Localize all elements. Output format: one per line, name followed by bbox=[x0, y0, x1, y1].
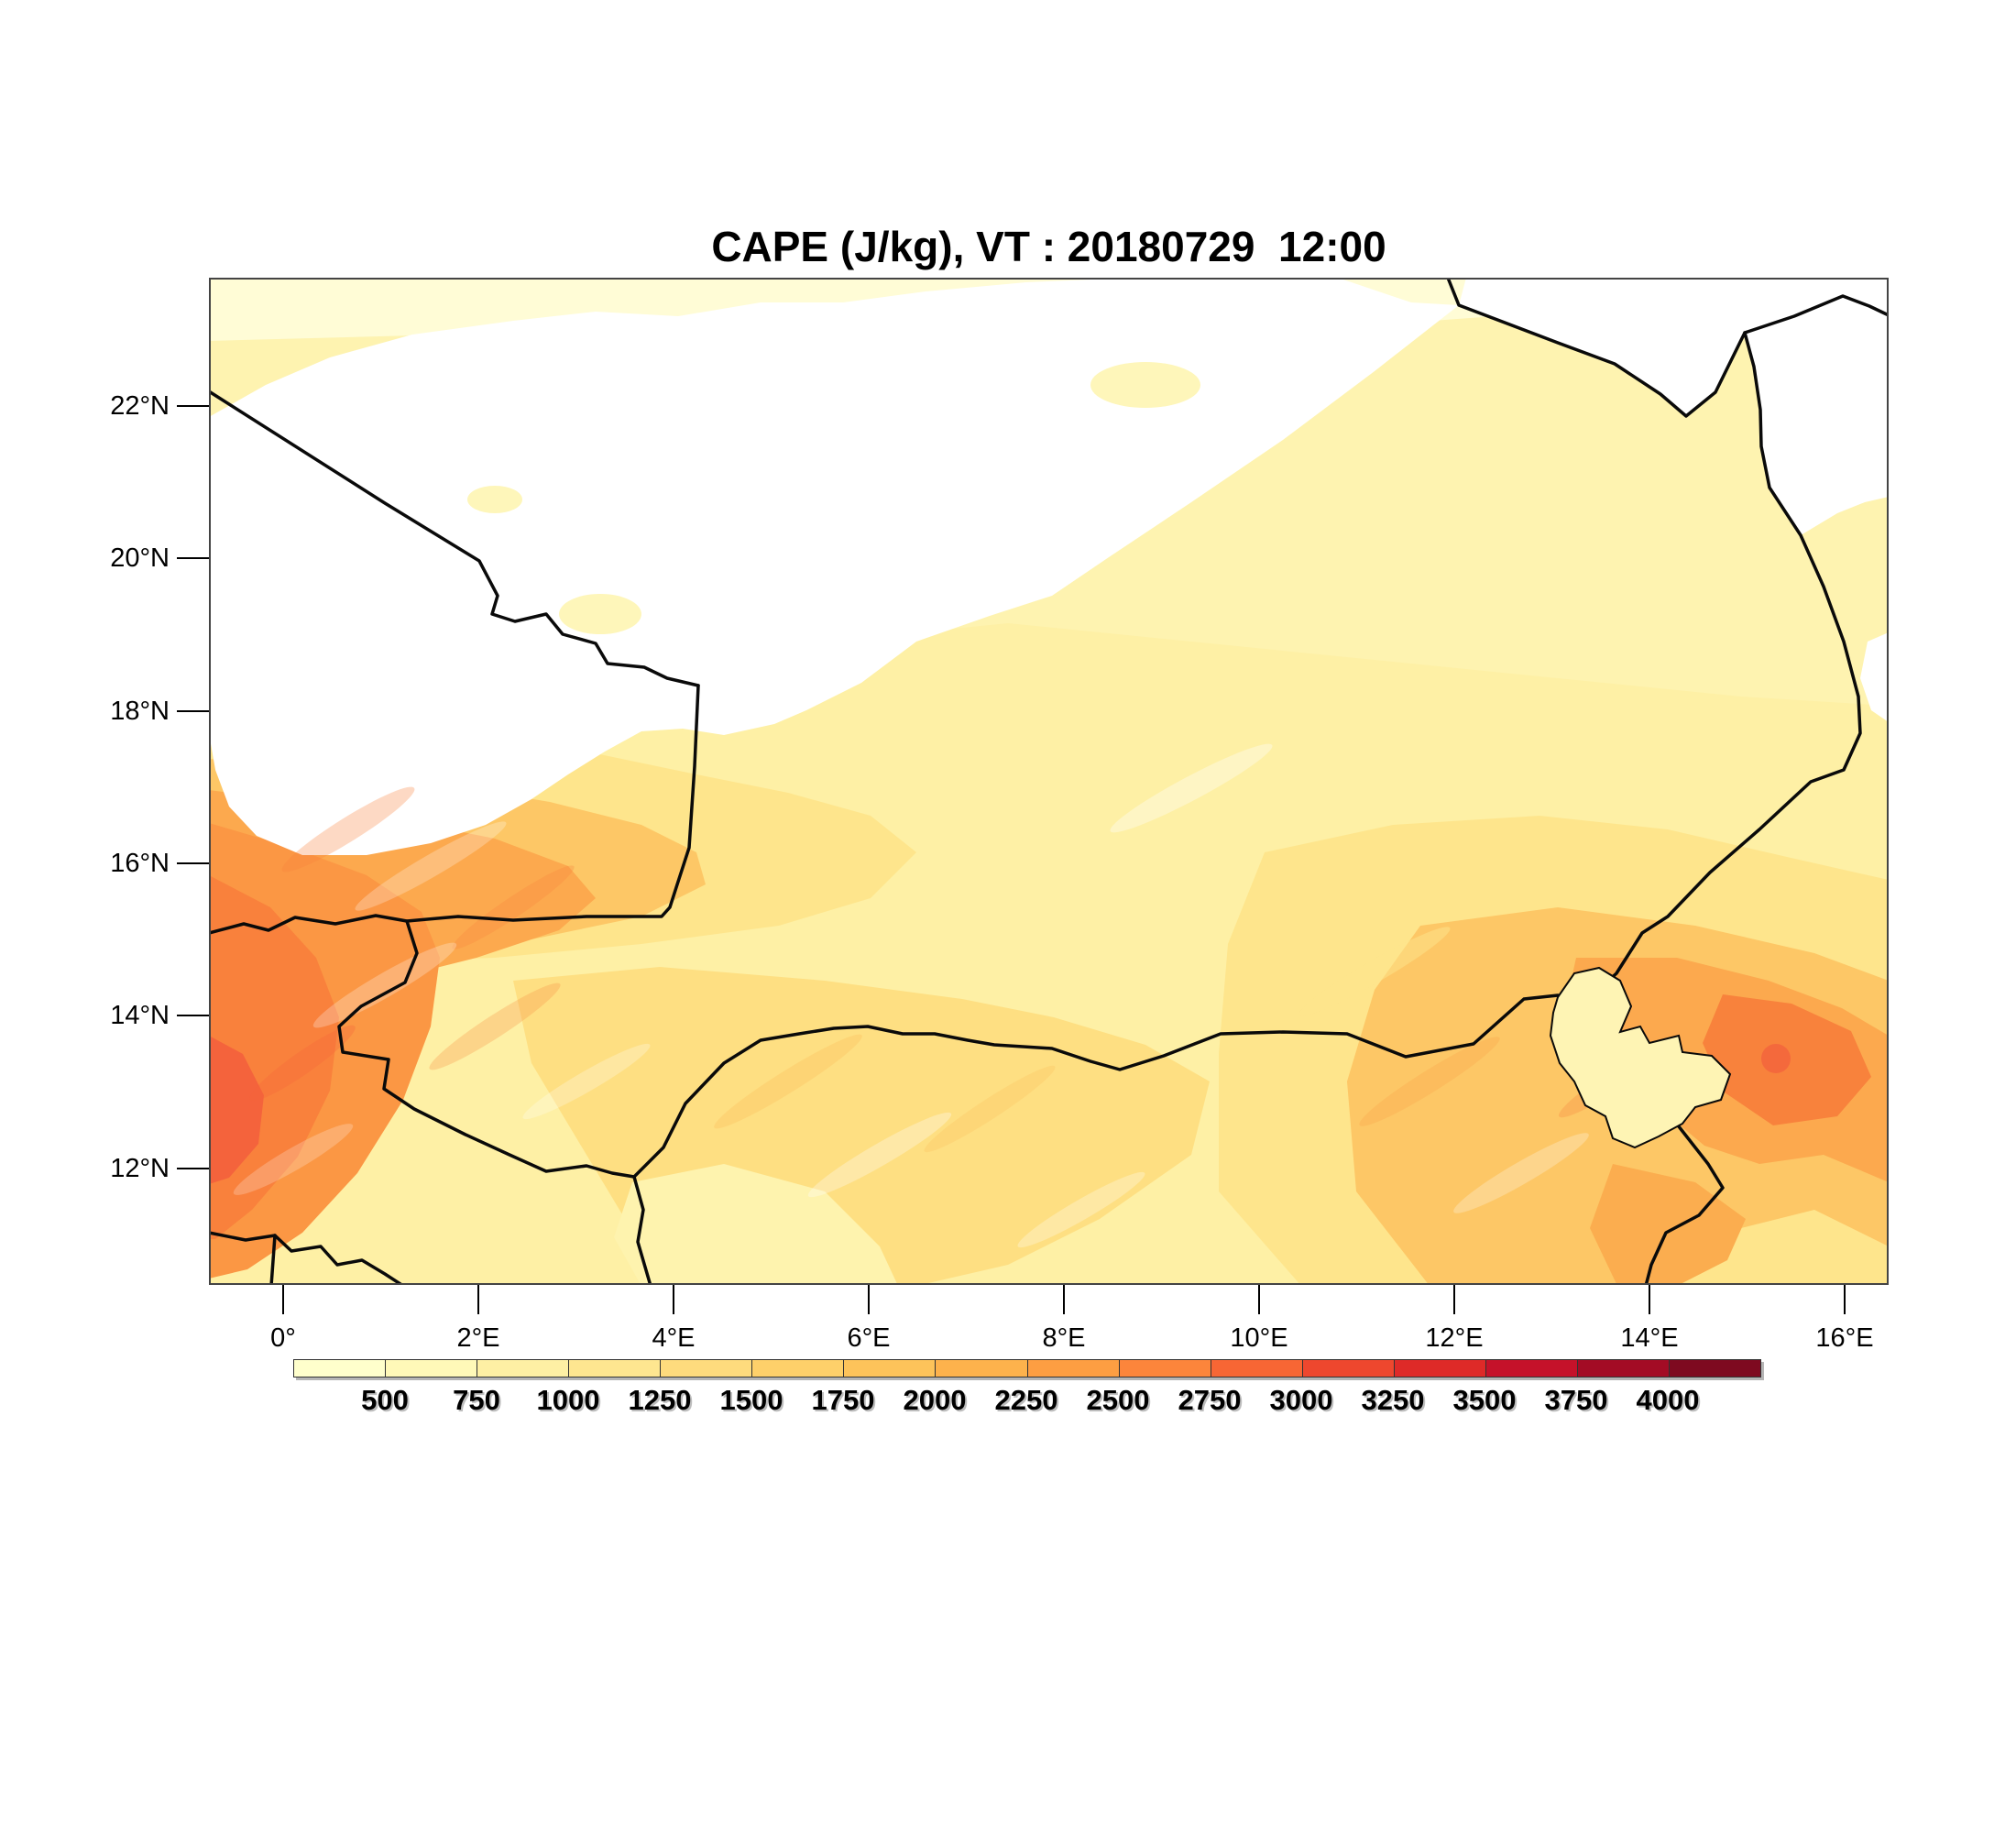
lon-label-14°E: 14°E bbox=[1620, 1323, 1679, 1353]
colorbar-cell-13 bbox=[1485, 1360, 1578, 1377]
lat-tick-12°N bbox=[177, 1168, 209, 1169]
lat-tick-22°N bbox=[177, 405, 209, 407]
lon-tick-12°E bbox=[1453, 1285, 1455, 1314]
border-algeria-mali bbox=[209, 390, 700, 687]
cape-filled-contour-plot bbox=[209, 278, 1889, 1285]
lon-label-10°E: 10°E bbox=[1230, 1323, 1288, 1353]
colorbar-cell-0 bbox=[294, 1360, 387, 1377]
colorbar-cell-5 bbox=[752, 1360, 845, 1377]
chart-title: CAPE (J/kg), VT : 20180729 12:00 bbox=[711, 223, 1386, 270]
colorbar-label-1250: 1250 bbox=[628, 1384, 692, 1416]
lat-label-14°N: 14°N bbox=[110, 1001, 170, 1030]
lat-label-18°N: 18°N bbox=[110, 697, 170, 726]
map-frame bbox=[209, 278, 1889, 1285]
colorbar-label-2000: 2000 bbox=[903, 1384, 967, 1416]
lon-label-12°E: 12°E bbox=[1425, 1323, 1484, 1353]
colorbar-label-2250: 2250 bbox=[994, 1384, 1058, 1416]
lon-tick-4°E bbox=[673, 1285, 674, 1314]
border-benin-nigeria bbox=[632, 1175, 652, 1285]
colorbar bbox=[293, 1359, 1761, 1377]
lon-label-4°E: 4°E bbox=[652, 1323, 696, 1353]
colorbar-cell-15 bbox=[1669, 1360, 1760, 1377]
lat-label-16°N: 16°N bbox=[110, 849, 170, 878]
fill-se-strip bbox=[1590, 1164, 1746, 1285]
lat-label-12°N: 12°N bbox=[110, 1154, 170, 1183]
lat-label-20°N: 20°N bbox=[110, 543, 170, 573]
fill-pale-island3 bbox=[1090, 362, 1200, 408]
fill-pale-island2 bbox=[467, 486, 522, 513]
lon-tick-2°E bbox=[477, 1285, 479, 1314]
lon-tick-16°E bbox=[1844, 1285, 1846, 1314]
colorbar-label-500: 500 bbox=[361, 1384, 409, 1416]
fill-white-sahara bbox=[209, 278, 1459, 855]
colorbar-cell-10 bbox=[1211, 1360, 1303, 1377]
lon-label-0°: 0° bbox=[270, 1323, 296, 1353]
border-niger-chad bbox=[1577, 331, 1862, 1008]
colorbar-label-1000: 1000 bbox=[536, 1384, 600, 1416]
fill-benin-pale-wedge bbox=[614, 1164, 898, 1285]
border-algeria-libya-niger bbox=[1446, 278, 1889, 418]
colorbar-cell-12 bbox=[1394, 1360, 1486, 1377]
fill-white-east-strip bbox=[1860, 632, 1889, 722]
contour-fill-layers bbox=[209, 278, 1889, 1285]
fill-sw-hotspot bbox=[209, 1036, 264, 1184]
colorbar-cell-8 bbox=[1027, 1360, 1120, 1377]
fill-white-ne2 bbox=[1745, 296, 1889, 535]
lon-tick-8°E bbox=[1063, 1285, 1065, 1314]
lon-label-16°E: 16°E bbox=[1815, 1323, 1874, 1353]
colorbar-label-4000: 4000 bbox=[1636, 1384, 1700, 1416]
colorbar-label-3250: 3250 bbox=[1361, 1384, 1425, 1416]
colorbar-cell-3 bbox=[569, 1360, 662, 1377]
border-burkina-togo-benin bbox=[209, 1231, 405, 1285]
colorbar-label-2750: 2750 bbox=[1178, 1384, 1242, 1416]
colorbar-label-2500: 2500 bbox=[1086, 1384, 1150, 1416]
colorbar-cell-4 bbox=[661, 1360, 753, 1377]
colorbar-label-750: 750 bbox=[453, 1384, 500, 1416]
colorbar-label-1750: 1750 bbox=[811, 1384, 875, 1416]
cape-map bbox=[209, 278, 1889, 1285]
border-togo-ghana bbox=[269, 1234, 277, 1285]
lon-label-6°E: 6°E bbox=[847, 1323, 891, 1353]
lon-label-8°E: 8°E bbox=[1042, 1323, 1086, 1353]
border-niger-nigeria bbox=[632, 993, 1560, 1179]
fill-pale-island1 bbox=[559, 594, 641, 634]
lat-label-22°N: 22°N bbox=[110, 391, 170, 421]
fill-white-ne1 bbox=[1459, 278, 1889, 416]
colorbar-label-1500: 1500 bbox=[719, 1384, 783, 1416]
lake-chad-outline bbox=[1549, 966, 1732, 1149]
colorbar-cell-1 bbox=[386, 1360, 478, 1377]
border-burkina-niger bbox=[337, 919, 636, 1179]
lat-tick-14°N bbox=[177, 1015, 209, 1016]
lat-tick-20°N bbox=[177, 557, 209, 559]
colorbar-label-3000: 3000 bbox=[1269, 1384, 1333, 1416]
colorbar-cell-14 bbox=[1577, 1360, 1670, 1377]
colorbar-cell-9 bbox=[1119, 1360, 1211, 1377]
lon-tick-10°E bbox=[1258, 1285, 1260, 1314]
lat-tick-16°N bbox=[177, 862, 209, 864]
country-borders bbox=[209, 278, 1889, 1285]
border-nigeria-chad bbox=[1644, 1120, 1725, 1285]
colorbar-cell-6 bbox=[844, 1360, 937, 1377]
colorbar-cell-2 bbox=[477, 1360, 570, 1377]
streak-texture bbox=[233, 413, 1668, 1248]
fill-east-hotspot-core bbox=[1761, 1044, 1791, 1073]
lon-tick-0° bbox=[282, 1285, 284, 1314]
colorbar-cell-7 bbox=[936, 1360, 1028, 1377]
colorbar-label-3500: 3500 bbox=[1452, 1384, 1517, 1416]
lat-tick-18°N bbox=[177, 710, 209, 712]
colorbar-label-3750: 3750 bbox=[1544, 1384, 1608, 1416]
colorbar-cell-11 bbox=[1302, 1360, 1395, 1377]
lon-label-2°E: 2°E bbox=[456, 1323, 500, 1353]
lon-tick-6°E bbox=[868, 1285, 870, 1314]
lon-tick-14°E bbox=[1649, 1285, 1650, 1314]
border-mali-niger-burkina bbox=[209, 684, 700, 935]
